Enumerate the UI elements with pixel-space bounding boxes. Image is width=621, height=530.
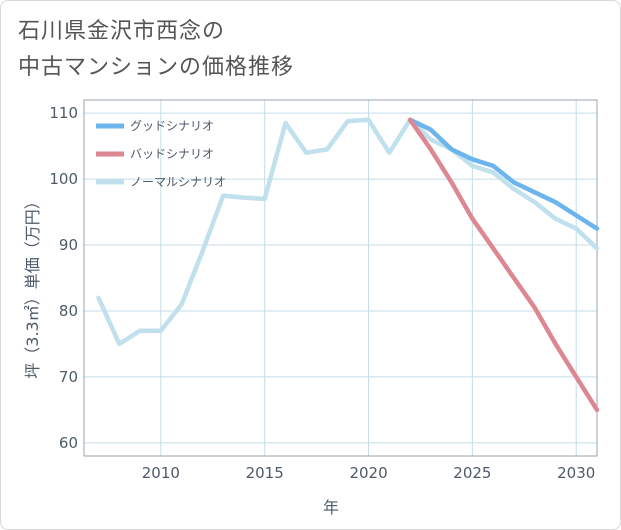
x-tick-label: 2025 [453, 464, 491, 482]
x-tick-label: 2010 [142, 464, 180, 482]
title-line-2: 中古マンションの価格推移 [18, 55, 295, 80]
x-axis-label: 年 [323, 498, 339, 517]
title-line-1: 石川県金沢市西念の [18, 19, 226, 44]
x-tick-label: 2015 [246, 464, 284, 482]
series-lines [96, 117, 600, 413]
plot-border [83, 99, 598, 457]
series-line-2 [96, 117, 600, 347]
x-axis-ticks: 2010 2015 2020 2025 2030 [142, 464, 596, 482]
y-axis-ticks: 60 70 80 90 100 110 [49, 104, 78, 452]
y-axis-label: 坪（3.3㎡）単価（万円） [23, 193, 42, 378]
y-tick-label: 110 [49, 104, 78, 122]
y-tick-label: 60 [59, 434, 78, 452]
legend-label: バッドシナリオ [130, 147, 214, 161]
y-tick-label: 70 [59, 368, 78, 386]
series-line-1 [407, 117, 600, 413]
legend-label: グッドシナリオ [130, 119, 214, 133]
y-tick-label: 90 [59, 236, 78, 254]
y-tick-label: 100 [49, 170, 78, 188]
legend-label: ノーマルシナリオ [130, 175, 226, 189]
series-line-0 [407, 117, 600, 231]
plot-area [83, 99, 598, 457]
x-tick-label: 2020 [349, 464, 387, 482]
y-tick-label: 80 [59, 302, 78, 320]
x-tick-label: 2030 [557, 464, 595, 482]
chart-title: 石川県金沢市西念の 中古マンションの価格推移 [18, 14, 294, 86]
